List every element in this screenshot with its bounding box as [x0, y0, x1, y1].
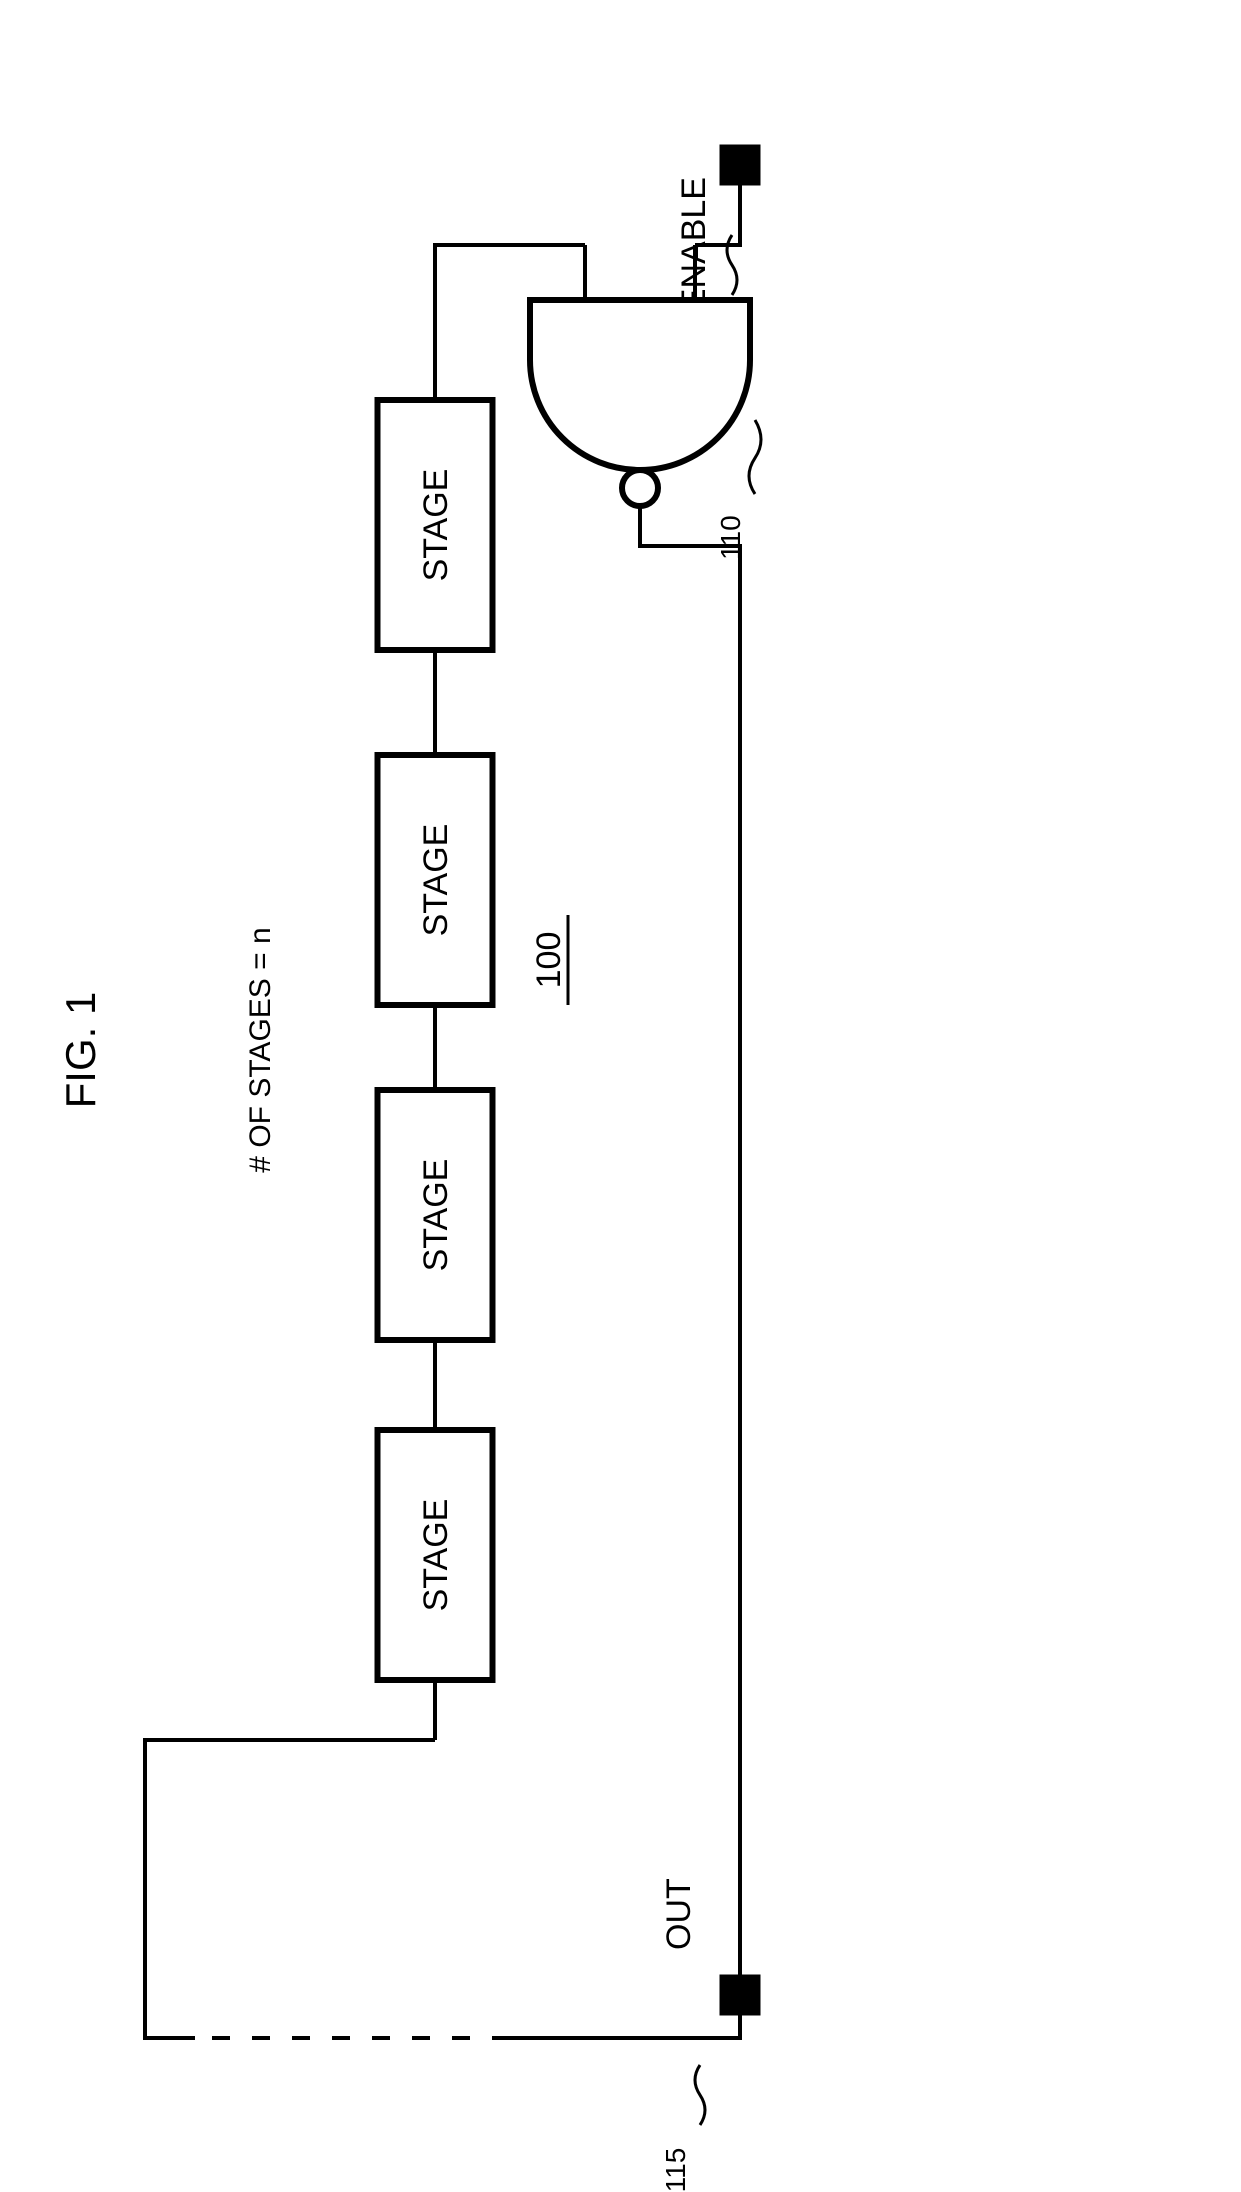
stage-label: STAGE — [417, 1159, 455, 1272]
stage-box: STAGE — [378, 1090, 493, 1340]
stage-label: STAGE — [417, 824, 455, 937]
ring-oscillator-diagram: ENABLE 105 110 STAGESTAGESTAGESTAGE OUT … — [0, 0, 1241, 2192]
stage-box: STAGE — [378, 1430, 493, 1680]
out-ref-leader — [695, 2065, 705, 2125]
feedback-return — [145, 1740, 435, 2038]
out-port: OUT 115 — [660, 1878, 760, 2192]
nand-bubble — [622, 470, 658, 506]
stage-label: STAGE — [417, 469, 455, 582]
stages-note: # OF STAGES = n — [244, 927, 277, 1172]
figure-label: FIG. 1 — [57, 992, 104, 1109]
out-label: OUT — [660, 1878, 698, 1950]
diagram-ref-number: 100 — [530, 932, 568, 989]
nand-gate: 110 — [530, 245, 761, 560]
stage-box: STAGE — [378, 400, 493, 650]
enable-pad — [720, 145, 760, 185]
nand-body — [530, 300, 750, 470]
out-pad — [720, 1975, 760, 2015]
stage-label: STAGE — [417, 1499, 455, 1612]
output-net-right — [510, 506, 740, 2038]
diagram-ref-number-group: 100 — [530, 915, 568, 1005]
nand-ref-leader — [749, 420, 761, 494]
stage-box: STAGE — [378, 755, 493, 1005]
out-ref-number: 115 — [660, 2148, 691, 2192]
